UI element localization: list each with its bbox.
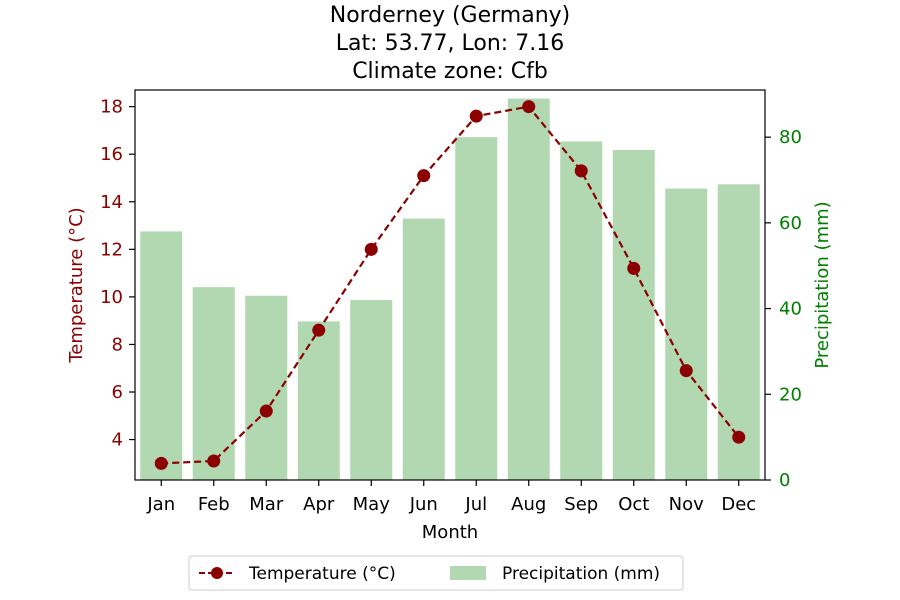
temperature-point — [574, 164, 588, 178]
temperature-point — [154, 456, 168, 470]
y-right-tick-label: 60 — [779, 213, 802, 234]
precipitation-bar — [245, 295, 288, 480]
y-left-tick-label: 6 — [112, 382, 123, 403]
y-right-tick-label: 20 — [779, 384, 802, 405]
temperature-point — [207, 454, 221, 468]
y-left-tick-label: 12 — [100, 239, 123, 260]
legend-temperature-marker — [211, 567, 223, 579]
title-line-3: Climate zone: Cfb — [352, 59, 548, 84]
temperature-point — [312, 323, 326, 337]
temperature-line — [154, 100, 746, 470]
y-axis-right-label: Precipitation (mm) — [812, 201, 833, 368]
precipitation-bar — [297, 321, 340, 480]
x-tick-label: Nov — [669, 494, 704, 515]
precipitation-bar — [665, 188, 708, 481]
temperature-point — [627, 261, 641, 275]
temperature-point — [417, 169, 431, 183]
temperature-point — [259, 404, 273, 418]
y-right-tick-label: 40 — [779, 299, 802, 320]
temperature-line-path — [161, 105, 740, 465]
x-tick-label: Apr — [303, 494, 335, 515]
precipitation-bar — [192, 287, 235, 480]
x-tick-label: Dec — [721, 494, 756, 515]
legend-precipitation-swatch — [450, 566, 486, 580]
legend-frame — [188, 555, 684, 591]
legend-temperature-label: Temperature (°C) — [248, 564, 396, 584]
precipitation-bars — [140, 98, 760, 481]
x-tick-label: Feb — [198, 494, 230, 515]
chart-title: Norderney (Germany) Lat: 53.77, Lon: 7.1… — [330, 3, 571, 84]
y-left-tick-label: 16 — [100, 144, 123, 165]
y-right-tick-label: 0 — [779, 470, 790, 491]
y-left-tick-label: 14 — [100, 192, 123, 213]
x-tick-label: Aug — [511, 494, 546, 515]
precipitation-bar — [507, 98, 550, 481]
y-left-tick-label: 8 — [112, 334, 123, 355]
precipitation-bar — [140, 231, 183, 480]
temperature-point — [364, 242, 378, 256]
y-axis-left-label: Temperature (°C) — [66, 207, 87, 363]
plot-frame — [134, 89, 766, 481]
legend: Temperature (°C) Precipitation (mm) — [188, 555, 684, 591]
x-tick-label: May — [353, 494, 391, 515]
legend-precipitation-label: Precipitation (mm) — [502, 564, 660, 584]
temperature-point — [522, 100, 536, 114]
x-axis-label: Month — [422, 522, 478, 543]
title-line-2: Lat: 53.77, Lon: 7.16 — [336, 31, 564, 56]
y-left-tick-label: 10 — [100, 287, 123, 308]
precipitation-bar — [455, 137, 498, 480]
x-tick-label: Jan — [146, 494, 175, 515]
temperature-point — [732, 430, 746, 444]
x-tick-label: Jun — [409, 494, 438, 515]
x-tick-label: Jul — [464, 494, 487, 515]
title-line-1: Norderney (Germany) — [330, 3, 571, 28]
precipitation-bar — [350, 300, 393, 480]
temperature-point — [679, 364, 693, 378]
temperature-point — [469, 109, 483, 123]
y-left-tick-label: 18 — [100, 97, 123, 118]
axes: 4 6 8 10 12 14 16 18 0 20 40 60 80 Jan Feb Mar Apr May Jun… — [100, 89, 802, 515]
y-right-tick-label: 80 — [779, 127, 802, 148]
x-tick-label: Mar — [249, 494, 284, 515]
precipitation-bar — [560, 141, 603, 480]
y-left-tick-label: 4 — [112, 430, 123, 451]
x-tick-label: Oct — [618, 494, 649, 515]
precipitation-bar — [402, 218, 445, 481]
precipitation-bar — [612, 150, 655, 480]
x-tick-label: Sep — [564, 494, 598, 515]
